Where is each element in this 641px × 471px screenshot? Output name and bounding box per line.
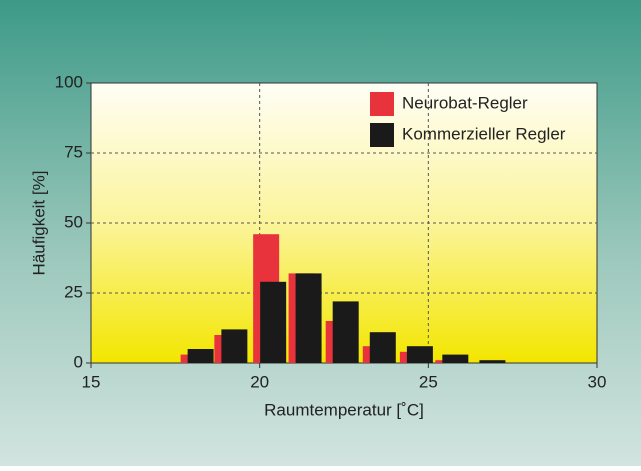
bar	[406, 346, 433, 363]
y-axis-label: Häufigkeit [%]	[29, 171, 48, 276]
y-tick-label: 100	[55, 72, 83, 91]
bar	[369, 332, 396, 363]
bar	[295, 273, 322, 363]
x-tick-label: 30	[588, 372, 607, 391]
x-tick-label: 15	[82, 372, 101, 391]
y-tick-label: 25	[64, 282, 83, 301]
y-tick-label: 0	[74, 352, 83, 371]
y-tick-label: 75	[64, 142, 83, 161]
bar	[479, 360, 506, 363]
legend-swatch	[370, 92, 394, 116]
bar	[260, 281, 287, 363]
legend-label: Kommerzieller Regler	[402, 124, 566, 143]
legend-label: Neurobat-Regler	[402, 93, 528, 112]
x-tick-label: 20	[250, 372, 269, 391]
bar	[187, 349, 214, 363]
x-axis-label: Raumtemperatur [˚C]	[264, 400, 424, 419]
legend-swatch	[370, 123, 394, 147]
y-tick-label: 50	[64, 212, 83, 231]
x-tick-label: 25	[419, 372, 438, 391]
bar	[332, 301, 359, 363]
bar	[442, 354, 469, 363]
bar	[221, 329, 248, 363]
